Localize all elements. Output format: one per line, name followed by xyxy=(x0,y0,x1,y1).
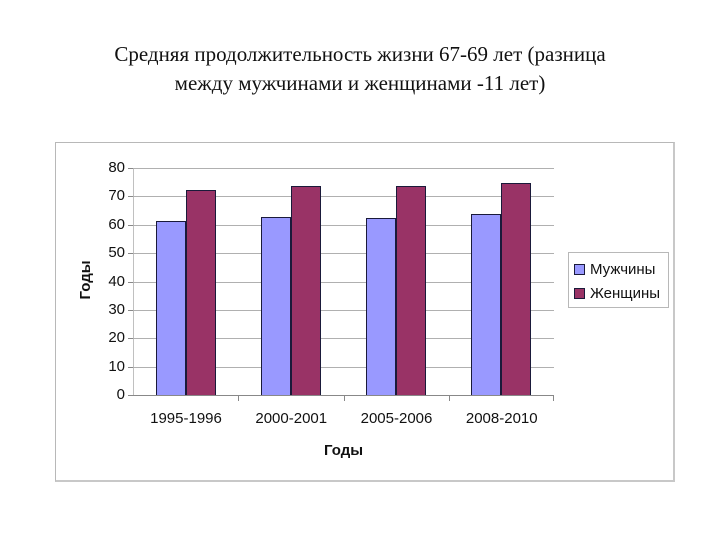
legend-item-men: Мужчины xyxy=(574,259,655,279)
x-tick-label: 2005-2006 xyxy=(360,410,433,427)
x-tick-mark xyxy=(553,395,554,401)
x-tick-mark xyxy=(448,395,450,401)
gridline xyxy=(133,253,554,255)
plot-area xyxy=(128,168,554,401)
bar-women xyxy=(396,185,427,395)
y-tick-mark xyxy=(128,338,133,340)
x-tick-label: 2008-2010 xyxy=(465,410,538,427)
y-axis-title: Годы xyxy=(77,260,94,300)
y-tick-mark xyxy=(128,395,133,396)
y-tick-label: 20 xyxy=(108,329,125,347)
legend-item-women: Женщины xyxy=(574,283,660,303)
x-tick-mark xyxy=(343,395,345,401)
legend-label-men: Мужчины xyxy=(590,260,656,278)
bar-women xyxy=(290,186,321,395)
x-tick-label: 1995-1996 xyxy=(150,410,222,427)
bar-men xyxy=(260,216,291,395)
bar-men xyxy=(471,213,502,395)
y-tick-label: 50 xyxy=(108,244,125,262)
y-tick-label: 40 xyxy=(108,272,125,290)
gridline xyxy=(133,366,554,368)
y-tick-mark xyxy=(128,168,133,169)
y-tick-label: 0 xyxy=(116,386,125,403)
y-tick-label: 10 xyxy=(108,357,125,375)
y-tick-mark xyxy=(128,196,133,198)
x-tick-label: 2000-2001 xyxy=(255,410,328,427)
y-tick-mark xyxy=(128,224,133,226)
gridline xyxy=(133,309,554,311)
bar-men xyxy=(366,217,397,395)
bar-women xyxy=(501,182,532,395)
gridline xyxy=(133,168,554,169)
legend-label-women: Женщины xyxy=(590,284,661,302)
y-tick-label: 80 xyxy=(108,159,125,176)
gridline xyxy=(133,224,554,226)
y-tick-mark xyxy=(128,366,133,368)
title-line-1: Средняя продолжительность жизни 67-69 ле… xyxy=(114,42,606,66)
legend: Мужчины Женщины xyxy=(568,252,669,308)
y-tick-mark xyxy=(128,281,133,283)
gridline xyxy=(133,338,554,340)
bar-men xyxy=(155,220,186,395)
gridline xyxy=(133,196,554,198)
y-tick-label: 60 xyxy=(108,215,125,233)
chart-title: Средняя продолжительность жизни 67-69 ле… xyxy=(40,40,680,98)
y-tick-mark xyxy=(128,253,133,255)
title-line-2: между мужчинами и женщинами -11 лет) xyxy=(174,71,546,95)
legend-swatch-women xyxy=(574,287,585,299)
x-tick-mark xyxy=(238,395,240,401)
bar-women xyxy=(185,189,216,395)
y-tick-mark xyxy=(128,309,133,311)
x-axis-title: Годы xyxy=(323,442,364,459)
y-tick-label: 70 xyxy=(108,187,125,205)
y-tick-label: 30 xyxy=(108,300,125,318)
legend-swatch-men xyxy=(574,263,585,275)
gridline xyxy=(133,281,554,283)
